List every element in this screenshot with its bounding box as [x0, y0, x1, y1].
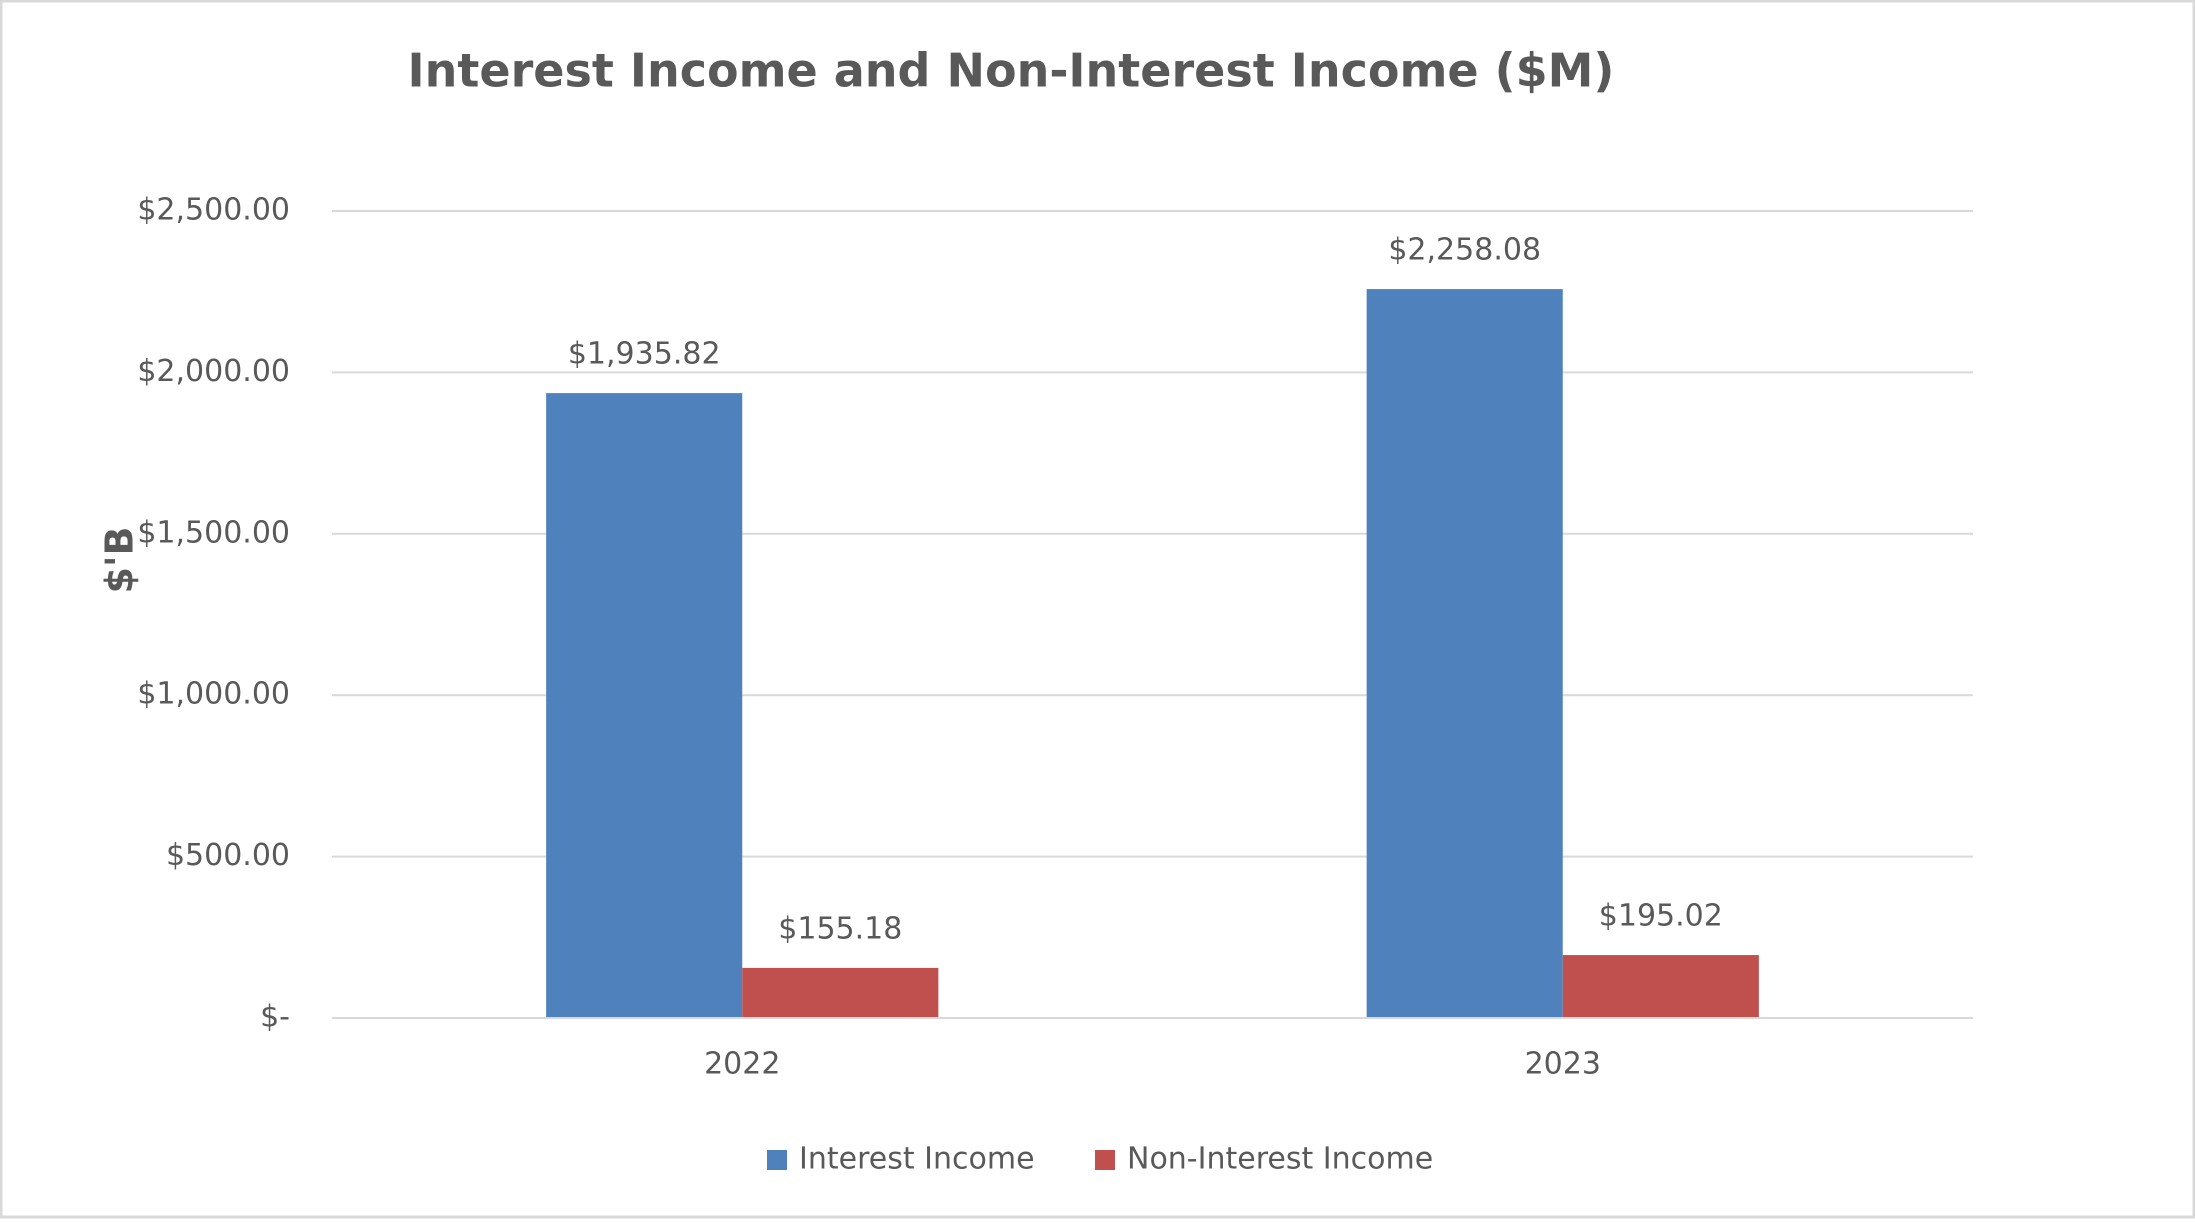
y-tick-label: $- — [260, 1000, 290, 1035]
legend-swatch — [1095, 1150, 1115, 1170]
value-label: $2,258.08 — [1388, 233, 1541, 268]
bar — [546, 393, 743, 1018]
x-tick-label: 2023 — [1525, 1047, 1601, 1082]
y-tick-label: $2,000.00 — [137, 354, 290, 389]
value-label: $1,935.82 — [568, 337, 721, 372]
value-label: $195.02 — [1599, 899, 1723, 934]
value-label: $155.18 — [778, 911, 902, 946]
legend-label: Interest Income — [799, 1142, 1035, 1177]
x-tick-label: 2022 — [704, 1047, 780, 1082]
bar — [1366, 289, 1563, 1018]
y-tick-label: $500.00 — [166, 838, 290, 873]
chart-title: Interest Income and Non-Interest Income … — [408, 44, 1615, 98]
bar — [1562, 955, 1759, 1018]
legend-label: Non-Interest Income — [1127, 1142, 1433, 1177]
y-tick-label: $1,500.00 — [137, 515, 290, 550]
legend-swatch — [767, 1150, 787, 1170]
bar — [742, 967, 939, 1018]
y-tick-label: $1,000.00 — [137, 677, 290, 712]
y-axis-label: $'B — [98, 526, 142, 593]
y-tick-label: $2,500.00 — [137, 193, 290, 228]
